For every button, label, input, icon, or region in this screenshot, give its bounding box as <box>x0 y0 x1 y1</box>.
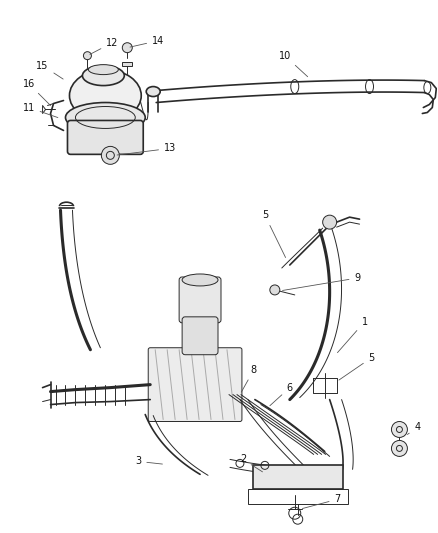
Circle shape <box>101 147 119 164</box>
Text: 12: 12 <box>90 38 119 54</box>
Text: 10: 10 <box>279 51 307 77</box>
Text: 5: 5 <box>262 210 286 257</box>
Text: 14: 14 <box>130 36 164 47</box>
Bar <box>253 465 343 489</box>
Bar <box>248 489 348 504</box>
Text: 6: 6 <box>270 383 293 406</box>
Text: 9: 9 <box>283 273 360 290</box>
Ellipse shape <box>82 66 124 86</box>
Circle shape <box>122 43 132 53</box>
Circle shape <box>270 285 280 295</box>
FancyBboxPatch shape <box>67 120 143 155</box>
Circle shape <box>83 52 92 60</box>
Ellipse shape <box>182 274 218 286</box>
Text: 8: 8 <box>241 365 257 392</box>
Text: 3: 3 <box>135 456 162 466</box>
Circle shape <box>392 422 407 438</box>
Circle shape <box>323 215 337 229</box>
Text: 16: 16 <box>22 78 50 106</box>
FancyBboxPatch shape <box>182 317 218 355</box>
Text: 13: 13 <box>117 143 176 155</box>
Text: 11: 11 <box>22 102 58 118</box>
Text: 15: 15 <box>36 61 63 79</box>
Text: 4: 4 <box>407 423 420 434</box>
Ellipse shape <box>70 70 141 122</box>
Ellipse shape <box>66 102 145 132</box>
Ellipse shape <box>146 86 160 96</box>
FancyBboxPatch shape <box>179 277 221 323</box>
Text: 5: 5 <box>339 353 374 380</box>
Text: 2: 2 <box>240 455 262 472</box>
Text: 1: 1 <box>337 317 367 353</box>
FancyBboxPatch shape <box>148 348 242 422</box>
Text: 7: 7 <box>302 494 341 508</box>
Bar <box>122 62 132 66</box>
Ellipse shape <box>88 64 118 75</box>
Circle shape <box>392 440 407 456</box>
